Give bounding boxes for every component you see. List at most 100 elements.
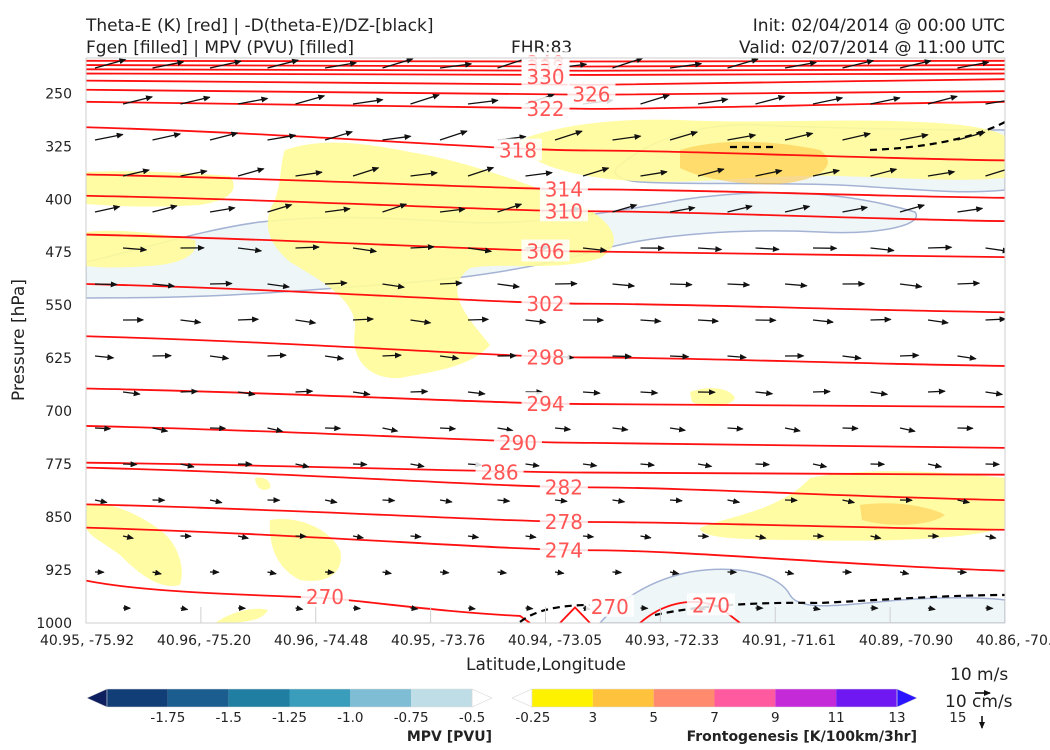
mpv-colorbar: -1.75 -1.5 -1.25 -1.0 -0.75 -0.5 -0.25 [86,688,550,726]
wind-arrow [410,388,429,395]
contour-label-bg [539,475,588,498]
contour-label-bg [521,392,570,415]
valid-time: Valid: 02/07/2014 @ 11:00 UTC [739,38,1005,58]
wind-arrow [94,58,127,69]
colorbar-tick-label: -1.25 [272,710,307,726]
wind-arrow [152,60,185,69]
wind-arrow [669,61,703,69]
wind-arrow [439,280,463,287]
wind-arrow [697,167,725,177]
wind-arrow [784,60,818,69]
wind-arrow [899,352,920,359]
colorbar-tick-label: -0.5 [459,710,485,726]
contour-label-bg [521,65,570,88]
colorbar-tick-label: 15 [949,710,966,726]
colorbar-tick-label: 9 [771,710,780,726]
wind-arrow [382,352,402,359]
wind-arrow [697,246,723,253]
wind-arrow [842,59,875,69]
wind-arrow [267,283,291,290]
wind-arrow [467,98,499,105]
colorbar-segment [350,689,412,707]
wind-arrow [957,130,986,141]
wind-arrow [180,388,199,395]
wind-arrow [957,60,990,69]
wind-arrow [295,170,323,177]
wind-arrow [237,96,269,105]
wind-arrow [525,462,540,469]
contour-label: 278 [545,510,583,534]
theta-e-contour [86,194,1005,223]
wind-arrow [669,353,690,360]
contour-label: 306 [526,240,564,264]
colorbar-tick-label: -0.75 [394,710,429,726]
contour-label: 298 [526,345,564,369]
wind-arrow [267,427,284,433]
wind-arrow [410,605,419,612]
y-tick-label: 925 [45,563,72,579]
wind-arrow [669,130,699,141]
wind-arrow [899,203,926,213]
wind-arrow [927,388,946,395]
wind-arrow [899,132,929,141]
wind-arrow [467,533,480,540]
wind-arrow [410,170,438,177]
wind-arrow [612,133,642,141]
wind-arrow [582,246,608,253]
wind-arrow [295,319,317,326]
wind-arrow [927,94,958,105]
wind-arrow [382,497,396,504]
colorbar-tick-label: 7 [710,710,719,726]
chart-title-line1: Theta-E (K) [red] | -D(theta-E)/DZ-[blac… [86,16,434,36]
wind-arrow [382,203,408,213]
wind-arrow [957,206,984,213]
theta-e-contour [86,68,1005,72]
colorbar-tick-label: 11 [828,710,845,726]
wind-arrow [209,498,223,505]
wind-arrow [697,462,713,469]
contour-label-bg [686,593,735,616]
wind-arrow [410,244,435,251]
wind-arrow [812,462,828,469]
wind-arrow [237,247,263,254]
wind-arrow [152,282,176,289]
wind-arrow [755,94,786,105]
wind-arrow [812,318,835,325]
wind-arrow [727,58,759,69]
wind-arrow [612,58,644,69]
wind-arrow [870,246,895,253]
x-tick-label: 40.96, -74.48 [274,633,368,649]
wind-arrow [324,280,348,287]
contour-label: 270 [591,595,629,619]
fgen-fill-region [86,504,182,586]
contour-label: 270 [692,593,730,617]
wind-arrow [324,498,338,505]
y-tick-label: 400 [45,192,72,208]
y-tick-label: 1000 [36,616,72,632]
theta-e-contour [86,503,1005,531]
fgen-fill-region [255,477,271,490]
wind-arrow [410,462,425,469]
wind-arrow [352,316,375,323]
contour-label-bg [585,594,634,617]
colorbar-tick-label: 5 [649,710,658,726]
contour-label-bg [521,291,570,314]
contour-label-bg [300,584,349,607]
wind-arrow [727,204,753,213]
wind-arrow [267,58,300,69]
wind-arrow [382,134,412,141]
wind-arrow [439,569,450,576]
wind-arrow [497,283,521,290]
fgen-fill-region [269,519,341,581]
wind-arrow [352,247,378,254]
wind-ref-vertical-label: 10 cm/s [945,692,1013,712]
wind-arrow [899,427,916,433]
wind-arrow [669,426,687,433]
contour-label: 282 [545,475,583,499]
chart-title-line2: Fgen [filled] | MPV (PVU) [filled] [86,38,355,58]
wind-arrow [439,425,457,432]
theta-e-contour [86,59,1005,63]
contour-label-bg [539,177,588,200]
wind-arrow [727,498,741,505]
wind-arrow [640,94,671,105]
